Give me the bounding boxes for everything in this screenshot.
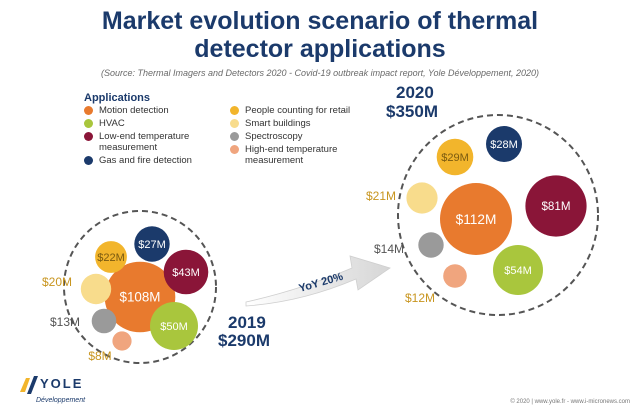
legend-label: Spectroscopy [245, 131, 303, 142]
legend-heading: Applications [84, 92, 151, 104]
bubble-2019-low-end-temperature-measurement [163, 249, 209, 295]
legend-dot-icon [84, 132, 93, 141]
bubble-group-outline-2019 [63, 210, 217, 364]
legend-label: High-end temperature measurement [245, 144, 338, 166]
legend-dot-icon [84, 106, 93, 115]
bubble-2020-hvac [493, 245, 543, 295]
bubble-value-label: $27M [138, 239, 166, 251]
bubble-value-label: $20M [42, 275, 72, 289]
legend-label: Motion detection [99, 105, 169, 116]
bubble-value-label: $13M [50, 315, 80, 329]
bubble-2020-smart-buildings [406, 182, 438, 214]
yole-logo: YOLE Développement [20, 376, 86, 404]
bubble-2020-high-end-temperature-measurement [443, 264, 467, 288]
legend-label: Gas and fire detection [99, 155, 192, 166]
bubble-2019-gas-and-fire-detection [134, 226, 170, 262]
bubble-2019-spectroscopy [91, 308, 117, 334]
bubble-value-label: $8M [88, 349, 111, 363]
bubble-group-outline-2020 [397, 114, 599, 316]
year-label-2019: 2019 [228, 313, 266, 332]
chart-title-line2: detector applications [194, 35, 446, 63]
bubble-2020-gas-and-fire-detection [486, 126, 522, 162]
bubble-2020-low-end-temperature-measurement [525, 175, 587, 237]
yoy-arrow-icon [245, 255, 391, 307]
legend-dot-icon [230, 106, 239, 115]
logo-mark-icon [27, 376, 38, 394]
legend-dot-icon [230, 145, 239, 154]
bubble-2019-hvac [150, 302, 198, 350]
bubble-value-label: $28M [490, 139, 518, 151]
legend: Applications Motion detection HVAC Low-e… [84, 92, 384, 178]
bubble-value-label: $108M [120, 290, 161, 305]
total-label-2020: $350M [386, 102, 438, 121]
bubble-2019-people-counting-for-retail [95, 241, 127, 273]
logo-name: YOLE [40, 376, 83, 391]
bubble-value-label: $43M [172, 267, 200, 279]
chart-subtitle: (Source: Thermal Imagers and Detectors 2… [100, 68, 540, 78]
logo-mark-icon [20, 378, 30, 392]
legend-label: HVAC [99, 118, 125, 129]
bubble-2019-high-end-temperature-measurement [112, 331, 132, 351]
bubble-value-label: $112M [456, 212, 497, 227]
legend-dot-icon [230, 132, 239, 141]
bubble-value-label: $50M [160, 321, 188, 333]
bubble-value-label: $14M [374, 242, 404, 256]
legend-label: Smart buildings [245, 118, 311, 129]
legend-dot-icon [230, 119, 239, 128]
bubble-2020-motion-detection [440, 183, 512, 255]
legend-dot-icon [84, 119, 93, 128]
bubble-value-label: $21M [366, 189, 396, 203]
bubble-2019-smart-buildings [80, 273, 112, 305]
bubble-2020-people-counting-for-retail [436, 138, 474, 176]
chart-title-line1: Market evolution scenario of thermal [101, 7, 539, 35]
year-label-2020: 2020 [396, 83, 434, 102]
logo-sub: Développement [36, 397, 86, 404]
footer-credit: © 2020 | www.yole.fr - www.i-micronews.c… [510, 399, 630, 405]
legend-label: Low-end temperature measurement [99, 131, 190, 153]
bubble-2020-spectroscopy [418, 232, 444, 258]
bubble-value-label: $22M [97, 252, 125, 264]
bubble-value-label: $29M [441, 152, 469, 164]
total-label-2019: $290M [218, 331, 270, 350]
bubble-value-label: $81M [541, 200, 570, 213]
legend-dot-icon [84, 156, 93, 165]
bubble-value-label: $54M [504, 265, 532, 277]
bubble-value-label: $12M [405, 291, 435, 305]
legend-label: People counting for retail [245, 105, 351, 116]
